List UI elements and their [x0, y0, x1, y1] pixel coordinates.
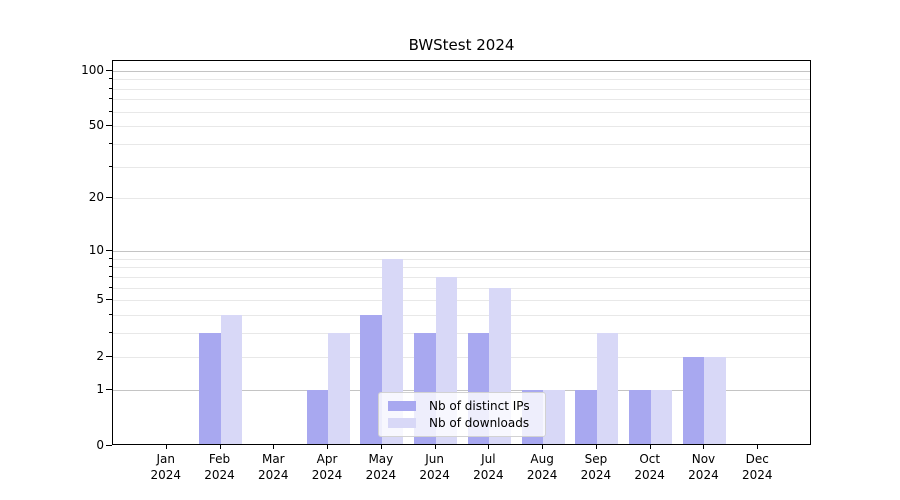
minor-gridline	[113, 258, 810, 260]
bar-downloads-sep	[596, 333, 619, 444]
bar-downloads-apr	[328, 333, 350, 444]
legend-item-downloads: Nb of downloads	[388, 417, 536, 429]
bar-downloads-feb	[220, 315, 243, 444]
x-tick	[703, 445, 705, 449]
x-tick-label: Apr 2024	[311, 452, 343, 482]
y-tick	[106, 249, 112, 251]
x-tick-label: May 2024	[365, 452, 397, 482]
minor-gridline	[113, 198, 810, 200]
y-minor-tick	[109, 257, 112, 259]
x-tick-label: Jan 2024	[150, 452, 182, 482]
legend: Nb of distinct IPs Nb of downloads	[378, 392, 546, 437]
minor-gridline	[113, 333, 810, 335]
legend-label-downloads: Nb of downloads	[429, 415, 530, 430]
major-gridline	[113, 250, 810, 252]
y-tick	[106, 69, 112, 71]
y-minor-tick	[109, 275, 112, 277]
x-tick	[219, 445, 221, 449]
y-tick-label: 20	[88, 190, 104, 205]
minor-gridline	[113, 126, 810, 128]
minor-gridline	[113, 276, 810, 278]
bar-downloads-nov	[704, 356, 726, 444]
plot-area	[112, 60, 811, 445]
legend-swatch-downloads-icon	[388, 417, 416, 428]
chart-title: BWStest 2024	[408, 36, 515, 54]
bar-distinct-ips-oct	[629, 389, 651, 444]
y-minor-tick	[109, 142, 112, 144]
bar-distinct-ips-apr	[306, 389, 329, 444]
x-tick	[434, 445, 436, 449]
bar-distinct-ips-nov	[682, 356, 705, 444]
major-gridline	[113, 70, 810, 72]
bar-distinct-ips-sep	[575, 389, 597, 444]
legend-label-distinct-ips: Nb of distinct IPs	[429, 399, 530, 414]
x-tick	[649, 445, 651, 449]
x-tick-label: Aug 2024	[526, 452, 558, 482]
bar-downloads-aug	[543, 389, 565, 444]
y-tick-label: 100	[81, 62, 104, 77]
x-tick	[488, 445, 490, 449]
minor-gridline	[113, 287, 810, 289]
x-tick-label: Mar 2024	[258, 452, 289, 482]
bar-downloads-oct	[650, 389, 673, 444]
legend-item-distinct-ips: Nb of distinct IPs	[388, 400, 536, 412]
legend-swatch-distinct-ips-icon	[388, 401, 416, 412]
minor-gridline	[113, 315, 810, 317]
minor-gridline	[113, 166, 810, 168]
y-minor-tick	[109, 266, 112, 268]
y-tick-label: 1	[96, 381, 104, 396]
bar-distinct-ips-may	[360, 315, 382, 444]
y-tick	[106, 197, 112, 199]
y-tick	[106, 355, 112, 357]
y-tick	[106, 125, 112, 127]
x-tick-label: Sep 2024	[580, 452, 612, 482]
x-tick-label: Feb 2024	[204, 452, 235, 482]
y-tick-label: 5	[96, 292, 104, 307]
y-minor-tick	[109, 314, 112, 316]
x-tick-label: Oct 2024	[634, 452, 665, 482]
minor-gridline	[113, 267, 810, 269]
y-tick-label: 50	[88, 118, 104, 133]
y-minor-tick	[109, 110, 112, 112]
bar-distinct-ips-feb	[199, 333, 221, 444]
x-tick-label: Dec 2024	[741, 452, 773, 482]
x-tick-label: Jul 2024	[473, 452, 504, 482]
x-tick	[542, 445, 544, 449]
y-minor-tick	[109, 87, 112, 89]
minor-gridline	[113, 111, 810, 113]
y-minor-tick	[109, 98, 112, 100]
y-minor-tick	[109, 286, 112, 288]
x-tick	[327, 445, 329, 449]
y-minor-tick	[109, 165, 112, 167]
y-tick-label: 0	[96, 438, 104, 452]
x-tick	[595, 445, 597, 449]
y-tick-label: 2	[96, 348, 104, 363]
y-tick	[106, 388, 112, 390]
minor-gridline	[113, 99, 810, 101]
major-gridline	[113, 389, 810, 391]
minor-gridline	[113, 356, 810, 358]
y-tick	[106, 445, 112, 446]
minor-gridline	[113, 79, 810, 81]
x-tick	[165, 445, 167, 449]
x-tick-label: Jun 2024	[419, 452, 450, 482]
x-tick-label: Nov 2024	[688, 452, 719, 482]
x-tick	[757, 445, 759, 449]
minor-gridline	[113, 88, 810, 90]
minor-gridline	[113, 300, 810, 302]
y-tick	[106, 299, 112, 301]
y-tick-label: 10	[88, 242, 104, 257]
x-tick	[273, 445, 275, 449]
y-minor-tick	[109, 78, 112, 80]
x-tick	[380, 445, 382, 449]
y-minor-tick	[109, 332, 112, 334]
minor-gridline	[113, 143, 810, 145]
